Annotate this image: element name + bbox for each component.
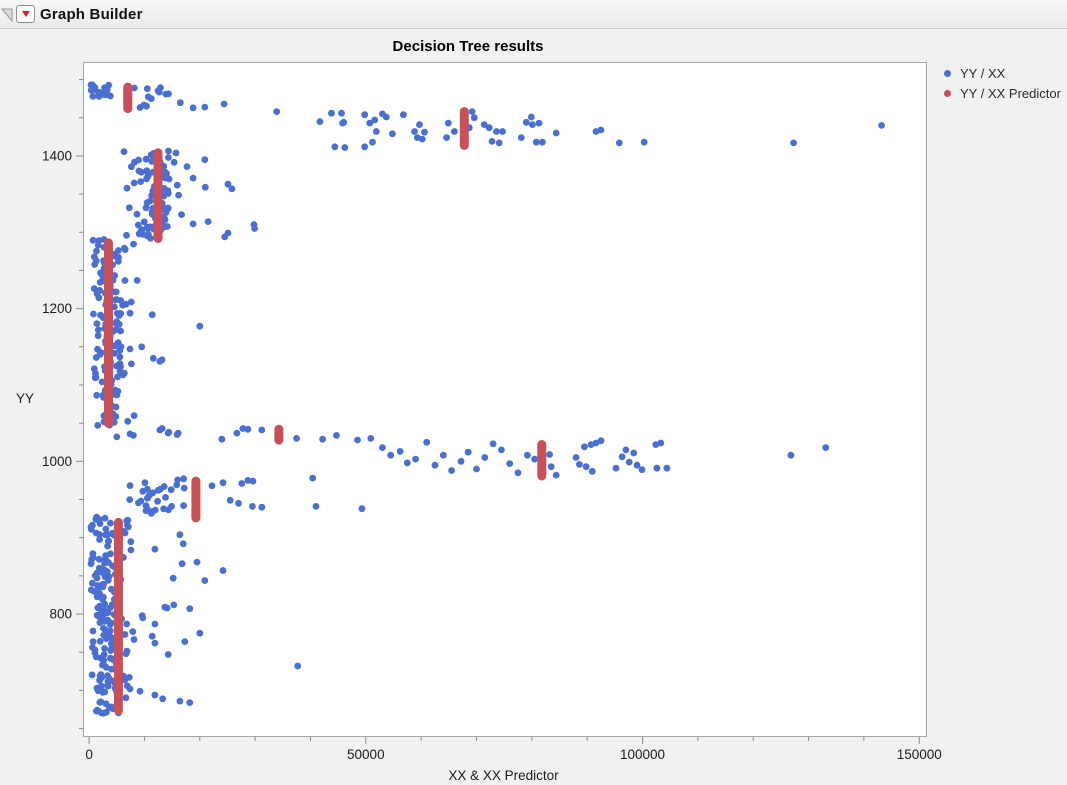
outline-disclosure-icon[interactable] [1, 4, 14, 24]
predictor-bars-layer [104, 82, 547, 715]
svg-text:150000: 150000 [897, 747, 942, 762]
legend-marker-icon [944, 69, 951, 77]
svg-text:1000: 1000 [42, 454, 72, 469]
legend-item-1[interactable]: YY / XX Predictor [938, 83, 1067, 103]
window-title: Graph Builder [40, 5, 143, 23]
red-triangle-menu-button[interactable] [16, 5, 35, 23]
svg-text:1400: 1400 [42, 148, 72, 163]
data-points-layer [87, 81, 885, 717]
tick-labels: 0 50000 100000 150000 800 1000 1200 1400 [42, 148, 942, 762]
legend-label: YY / XX Predictor [960, 85, 1061, 101]
plot-frame [83, 62, 927, 737]
legend-marker-icon [944, 89, 951, 97]
legend-label: YY / XX [960, 65, 1006, 81]
outline-title-bar: Graph Builder [0, 0, 1067, 29]
svg-text:100000: 100000 [620, 747, 665, 762]
axis-ticks [76, 79, 920, 744]
legend-item-0[interactable]: YY / XX [938, 63, 1067, 83]
x-axis-label[interactable]: XX & XX Predictor [448, 768, 559, 783]
chart-title: Decision Tree results [392, 38, 544, 55]
legend: YY / XX YY / XX Predictor [938, 63, 1067, 103]
svg-text:1200: 1200 [42, 301, 72, 316]
red-triangle-icon [21, 11, 30, 17]
svg-text:50000: 50000 [347, 747, 385, 762]
svg-text:800: 800 [49, 607, 72, 622]
scatter-plot[interactable]: 0 50000 100000 150000 800 1000 1200 1400 [0, 28, 1007, 785]
svg-text:0: 0 [85, 747, 93, 762]
y-axis-label[interactable]: YY [16, 391, 35, 406]
